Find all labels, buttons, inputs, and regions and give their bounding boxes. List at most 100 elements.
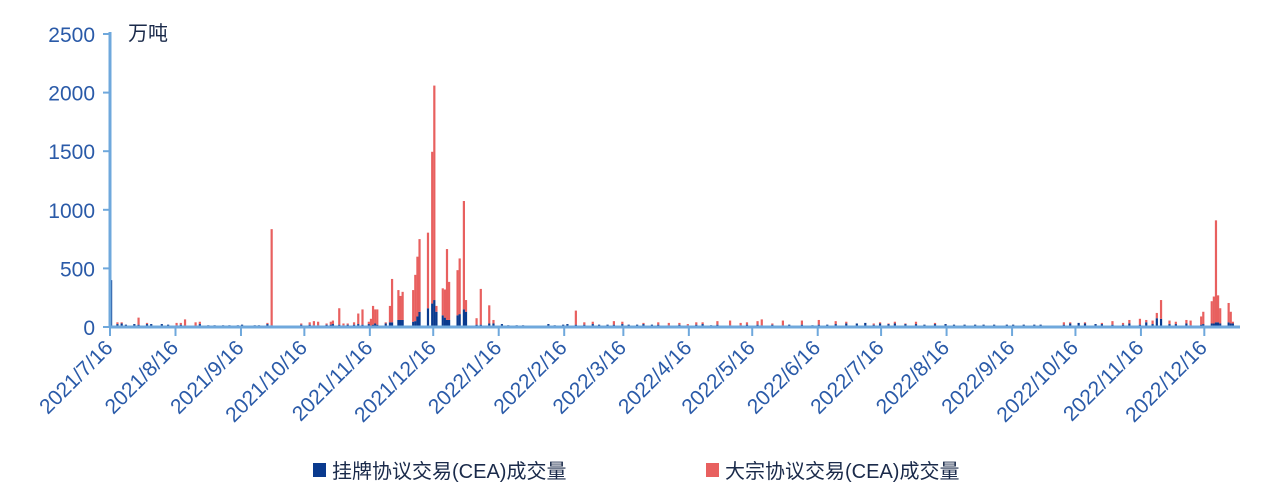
bar-listed-2022-11-23 xyxy=(1155,318,1158,327)
bar-block-2021-08-25 xyxy=(194,322,197,326)
bar-block-2022-07-22 xyxy=(893,321,896,324)
bar-block-2022-04-01 xyxy=(657,322,660,325)
bar-listed-2021-12-30 xyxy=(462,309,465,327)
bar-listed-2022-12-23 xyxy=(1219,323,1222,327)
bar-block-2021-12-28 xyxy=(458,258,461,315)
bar-listed-2021-12-27 xyxy=(456,315,459,327)
bar-listed-2021-12-22 xyxy=(445,319,449,327)
bar-listed-2022-12-22 xyxy=(1216,322,1220,327)
bar-block-2021-09-28 xyxy=(266,322,269,325)
bar-listed-2021-12-23 xyxy=(448,319,451,327)
bar-block-2022-03-01 xyxy=(591,321,594,325)
bar-block-2022-11-02 xyxy=(1111,321,1114,325)
bar-block-2022-01-13 xyxy=(492,319,495,324)
bar-block-2022-05-18 xyxy=(756,321,759,325)
bar-block-2021-08-20 xyxy=(183,319,187,326)
bar-listed-2021-12-07 xyxy=(414,321,417,327)
bar-block-2022-06-29 xyxy=(845,321,848,324)
bar-listed-2022-07-22 xyxy=(893,323,896,327)
bar-block-2022-03-15 xyxy=(621,321,624,325)
bar-block-2021-12-31 xyxy=(464,300,468,312)
bar-listed-2022-11-25 xyxy=(1159,318,1163,327)
bar-block-2021-11-26 xyxy=(390,278,394,323)
bar-block-2022-08-10 xyxy=(933,322,937,325)
bar-block-2021-12-30 xyxy=(462,201,465,310)
bar-listed-2022-10-20 xyxy=(1083,323,1087,327)
bar-listed-2022-12-20 xyxy=(1212,323,1215,327)
bar-listed-2022-07-15 xyxy=(878,323,882,327)
bar-block-2021-11-30 xyxy=(399,295,402,320)
bar-block-2021-12-08 xyxy=(416,256,419,317)
bar-block-2021-12-13 xyxy=(426,232,430,309)
bar-block-2021-12-20 xyxy=(441,288,444,316)
legend-swatch-block xyxy=(706,463,719,477)
bar-block-2021-12-06 xyxy=(412,290,415,322)
bar-block-2022-11-21 xyxy=(1151,320,1154,325)
bar-listed-2021-12-21 xyxy=(443,317,446,327)
bar-block-2021-11-01 xyxy=(338,308,341,325)
bar-block-2021-12-15 xyxy=(431,151,434,304)
bar-listed-2021-11-23 xyxy=(384,323,387,327)
bar-block-2021-11-23 xyxy=(384,322,387,324)
bar-listed-2021-12-20 xyxy=(441,315,444,327)
bar-block-2021-12-16 xyxy=(433,85,436,301)
bar-block-2021-11-10 xyxy=(357,313,360,325)
y-tick-label: 500 xyxy=(60,258,95,281)
bar-listed-2022-01-13 xyxy=(492,323,495,327)
bar-block-2021-10-22 xyxy=(317,321,320,326)
bar-block-2022-05-30 xyxy=(781,320,784,326)
bar-block-2022-07-27 xyxy=(904,323,907,325)
bar-listed-2021-12-28 xyxy=(458,314,461,327)
bar-block-2022-12-29 xyxy=(1231,321,1234,324)
bar-block-2021-10-14 xyxy=(300,323,303,325)
bar-listed-2021-12-13 xyxy=(426,308,430,327)
bar-block-2022-01-07 xyxy=(479,288,482,325)
bar-block-2021-11-19 xyxy=(376,309,379,325)
bar-block-2022-06-24 xyxy=(834,321,837,325)
bar-block-2021-11-15 xyxy=(367,321,370,325)
bar-block-2021-08-16 xyxy=(175,322,178,326)
bar-listed-2022-11-18 xyxy=(1145,322,1148,327)
bar-listed-2022-10-17 xyxy=(1077,322,1080,327)
bar-block-2022-05-25 xyxy=(771,323,774,325)
bar-block-2021-12-01 xyxy=(401,291,404,320)
bar-block-2021-07-21 xyxy=(120,322,123,324)
bar-block-2022-10-10 xyxy=(1062,322,1065,325)
bar-listed-2021-12-17 xyxy=(435,311,438,327)
bar-listed-2021-11-29 xyxy=(397,319,400,327)
bar-block-2021-12-09 xyxy=(418,239,421,312)
bar-block-2022-10-28 xyxy=(1100,322,1103,325)
bar-block-2022-02-21 xyxy=(574,310,577,325)
bar-block-2022-11-07 xyxy=(1121,322,1125,325)
bar-block-2021-11-08 xyxy=(352,322,356,325)
bar-block-2021-12-07 xyxy=(414,274,417,322)
bar-listed-2022-12-21 xyxy=(1214,322,1218,327)
bar-block-2021-12-23 xyxy=(448,281,451,320)
bar-block-2021-10-28 xyxy=(329,321,332,325)
bar-listed-2022-12-28 xyxy=(1229,323,1232,327)
y-tick-label: 0 xyxy=(83,317,95,340)
bar-block-2021-11-29 xyxy=(397,290,400,320)
y-axis: 0 500 1000 1500 2000 2500 xyxy=(48,24,112,340)
bar-block-2021-10-20 xyxy=(312,321,316,326)
bar-listed-2022-11-10 xyxy=(1128,323,1131,327)
y-tick-label: 2500 xyxy=(48,24,95,47)
bar-block-2022-05-05 xyxy=(728,320,732,326)
bar-listed-2021-12-01 xyxy=(401,319,404,327)
bar-block-2022-04-22 xyxy=(701,322,704,325)
bar-block-2022-12-09 xyxy=(1189,320,1192,326)
bar-block-2022-02-25 xyxy=(583,322,586,325)
bar-block-2021-11-18 xyxy=(374,309,377,324)
y-tick-label: 1000 xyxy=(48,200,95,223)
bar-listed-2022-10-13 xyxy=(1069,323,1072,327)
bar-block-2021-12-17 xyxy=(435,305,438,312)
bar-block-2022-05-20 xyxy=(760,319,763,326)
bar-block-2021-08-02 xyxy=(145,322,149,325)
bar-block-2022-01-05 xyxy=(475,318,478,325)
bar-listed-2021-12-15 xyxy=(431,303,434,327)
bar-block-2022-12-02 xyxy=(1174,321,1177,325)
legend-label-listed: 挂牌协议交易(CEA)成交量 xyxy=(332,460,566,483)
bar-block-2021-12-21 xyxy=(443,289,446,318)
bar-block-2022-12-27 xyxy=(1227,302,1230,323)
